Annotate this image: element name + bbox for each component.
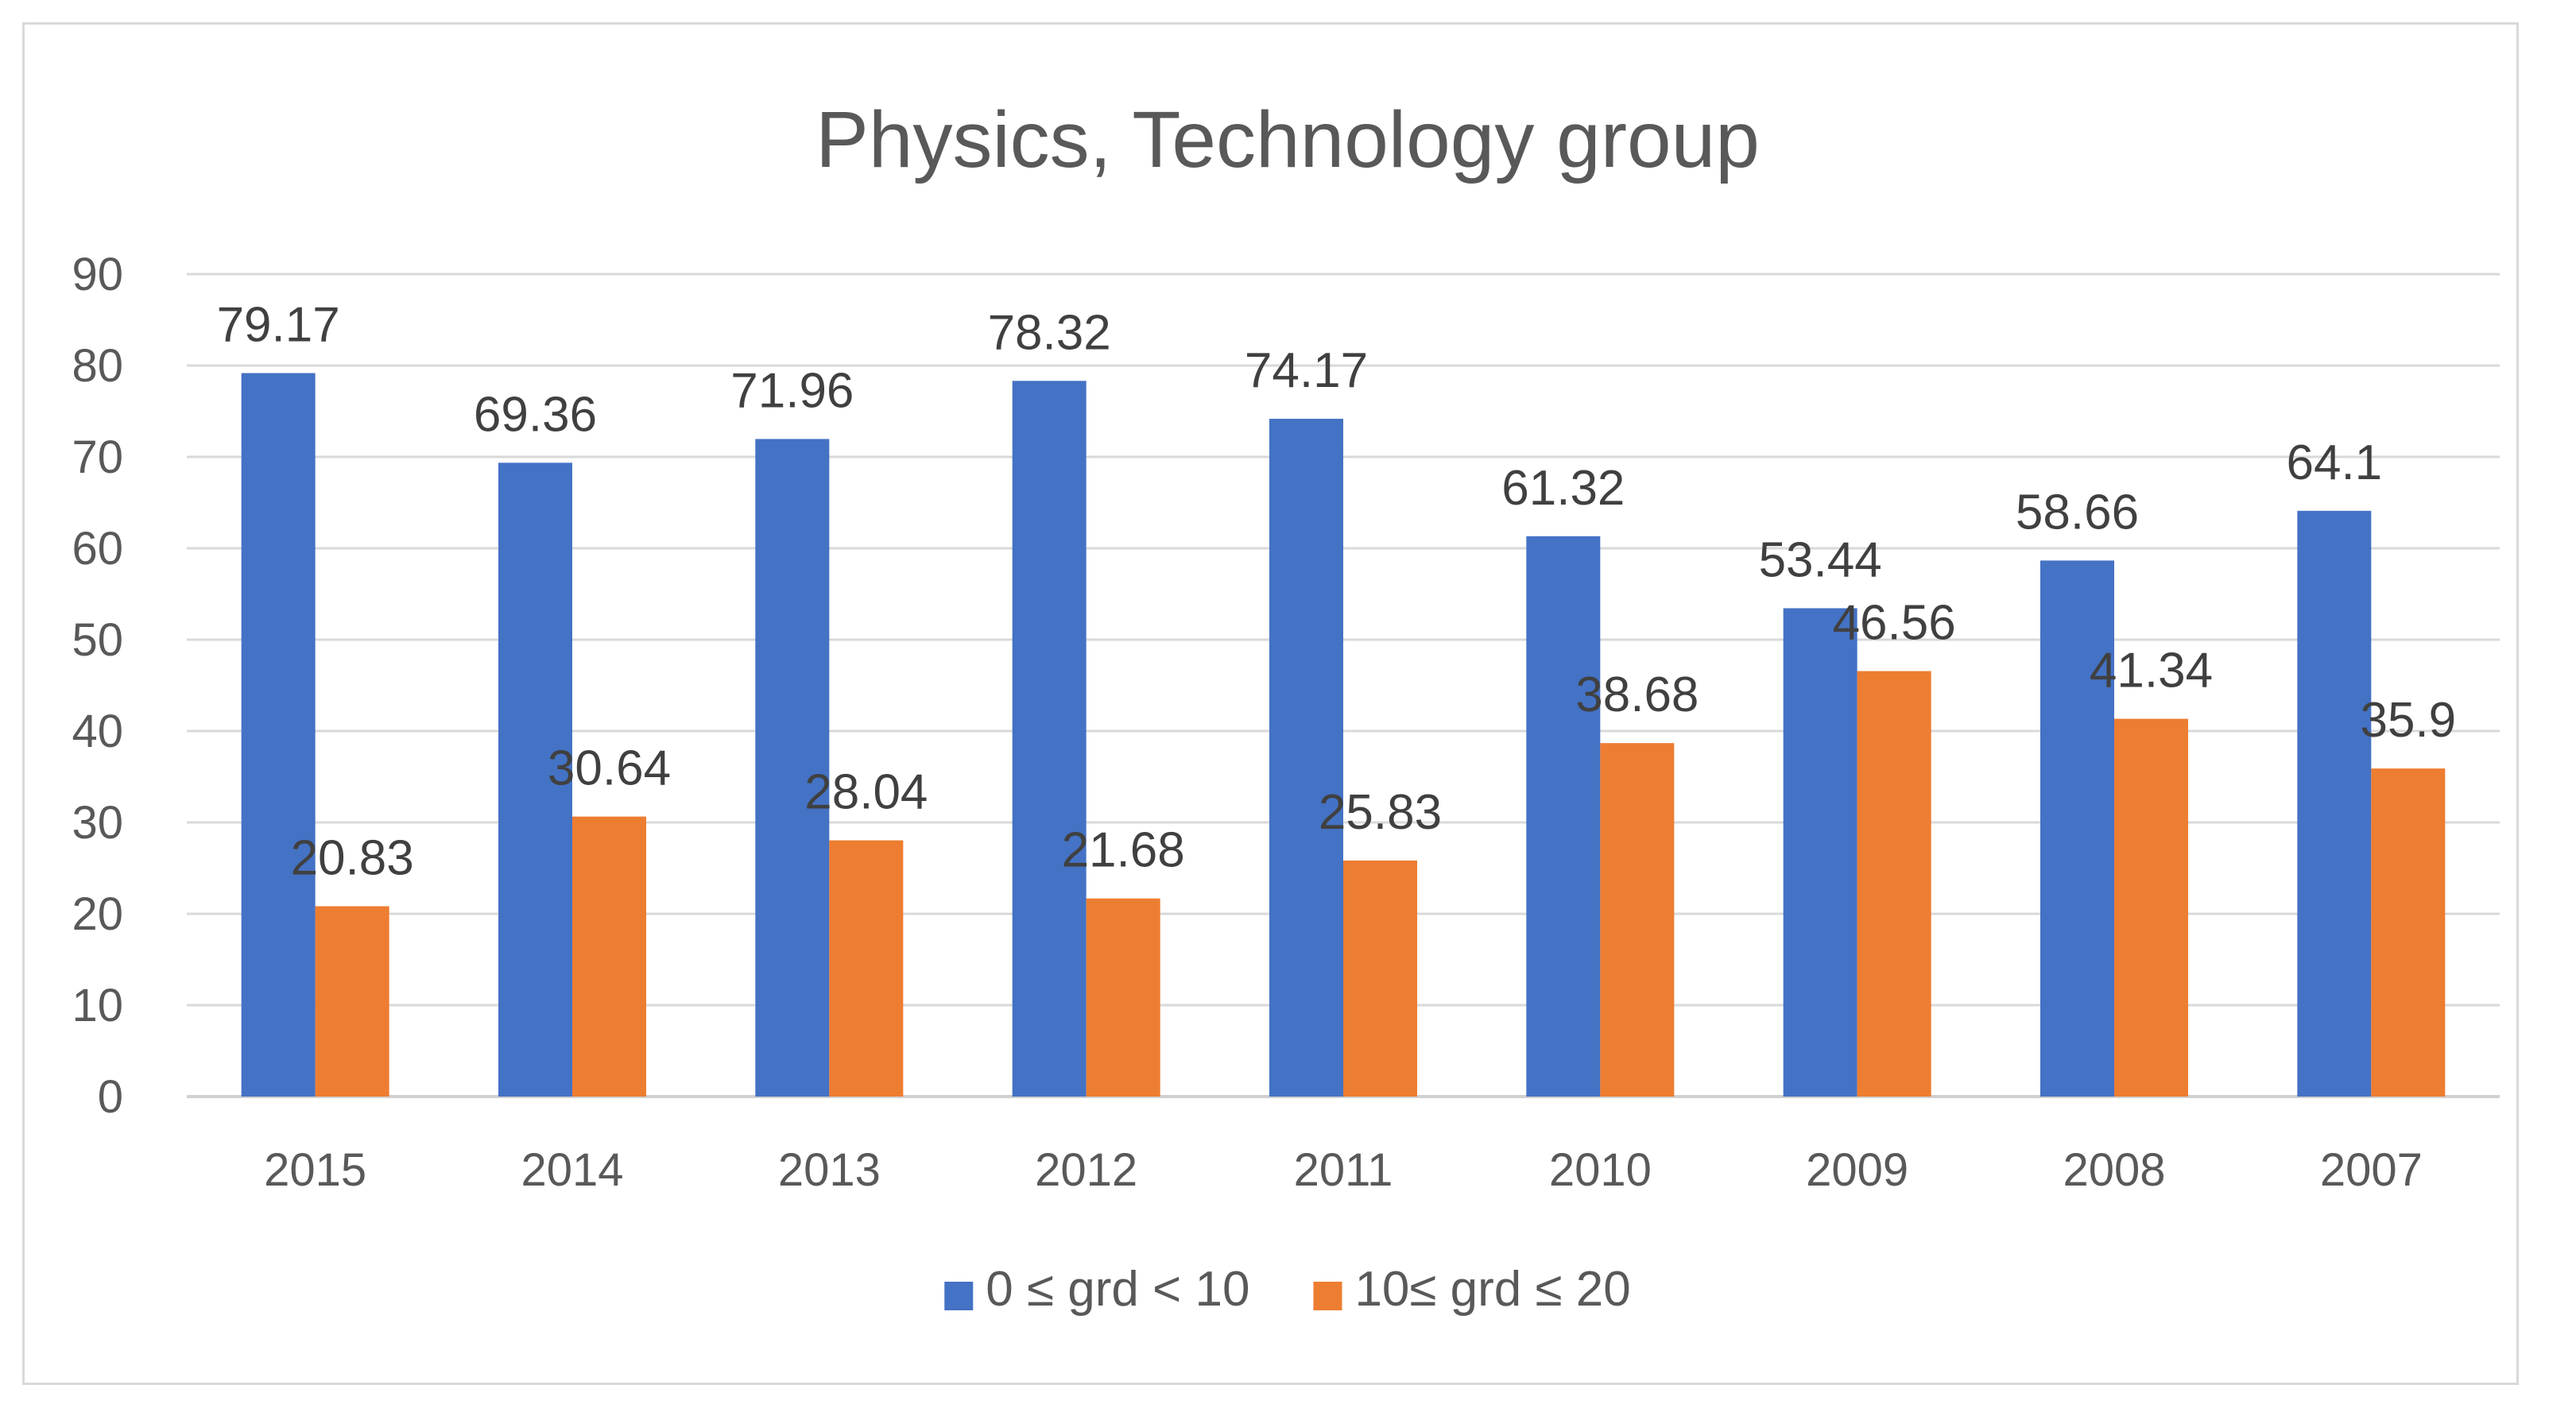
y-axis-ticks: 0 10 20 30 40 50 60 70 80 90 bbox=[72, 249, 123, 1123]
bar-series-1-2015 bbox=[241, 373, 316, 1097]
legend-item-2: 10≤ grd ≤ 20 bbox=[1313, 1262, 1631, 1317]
legend-label: 10≤ grd ≤ 20 bbox=[1354, 1262, 1630, 1317]
bar-series-2-2015 bbox=[315, 906, 389, 1097]
data-label: 46.56 bbox=[1833, 596, 1956, 651]
bar-series-2-2011 bbox=[1343, 860, 1417, 1097]
bar-series-1-2009 bbox=[1783, 608, 1857, 1097]
x-axis-ticks: 2015 2014 2013 2012 2011 2010 2009 2008 2007 bbox=[264, 1144, 2423, 1196]
data-label: 35.9 bbox=[2360, 693, 2456, 748]
data-label: 61.32 bbox=[1501, 461, 1625, 516]
legend-swatch bbox=[944, 1282, 974, 1310]
data-label: 74.17 bbox=[1245, 343, 1368, 398]
data-label: 25.83 bbox=[1319, 785, 1442, 840]
x-tick-label: 2008 bbox=[2063, 1144, 2165, 1196]
bar-series-1-2008 bbox=[2040, 560, 2114, 1097]
data-label: 21.68 bbox=[1062, 823, 1185, 878]
data-label: 79.17 bbox=[217, 298, 340, 353]
x-tick-label: 2014 bbox=[521, 1144, 623, 1196]
y-tick-label: 50 bbox=[72, 614, 123, 666]
bar-series-2-2010 bbox=[1600, 743, 1675, 1097]
y-tick-label: 80 bbox=[72, 340, 123, 392]
y-tick-label: 70 bbox=[72, 431, 123, 483]
y-tick-label: 30 bbox=[72, 797, 123, 849]
data-label: 64.1 bbox=[2286, 435, 2382, 490]
data-label: 20.83 bbox=[291, 830, 414, 885]
legend-swatch bbox=[1313, 1282, 1342, 1310]
x-tick-label: 2011 bbox=[1294, 1144, 1393, 1196]
y-tick-label: 20 bbox=[72, 888, 123, 940]
data-labels: 79.17 20.83 69.36 30.64 71.96 28.04 78.32 21.68… bbox=[217, 298, 2457, 886]
bar-series-2-2007 bbox=[2371, 768, 2446, 1097]
x-tick-label: 2007 bbox=[2320, 1144, 2423, 1196]
data-label: 78.32 bbox=[988, 305, 1111, 360]
bar-series-2-2012 bbox=[1086, 898, 1160, 1097]
legend-label: 0 ≤ grd < 10 bbox=[986, 1262, 1249, 1317]
legend-item-1: 0 ≤ grd < 10 bbox=[944, 1262, 1249, 1317]
data-label: 71.96 bbox=[730, 363, 854, 418]
x-tick-label: 2015 bbox=[264, 1144, 366, 1196]
y-tick-label: 40 bbox=[72, 706, 123, 757]
data-label: 38.68 bbox=[1575, 667, 1699, 722]
data-label: 30.64 bbox=[548, 741, 671, 796]
x-tick-label: 2009 bbox=[1806, 1144, 1908, 1196]
x-tick-label: 2013 bbox=[778, 1144, 881, 1196]
data-label: 53.44 bbox=[1759, 532, 1882, 587]
y-tick-label: 90 bbox=[72, 249, 123, 300]
data-label: 58.66 bbox=[2016, 485, 2139, 540]
x-tick-label: 2012 bbox=[1035, 1144, 1137, 1196]
bar-series-1-2010 bbox=[1526, 536, 1601, 1097]
bar-series-1-2012 bbox=[1012, 381, 1087, 1097]
bar-series-2-2008 bbox=[2114, 718, 2188, 1097]
bar-series-2-2013 bbox=[829, 840, 904, 1097]
bar-series-1-2013 bbox=[755, 439, 830, 1097]
bar-series-1-2011 bbox=[1269, 419, 1343, 1097]
data-label: 41.34 bbox=[2090, 644, 2213, 698]
y-tick-label: 60 bbox=[72, 523, 123, 575]
bars bbox=[241, 373, 2446, 1097]
data-label: 28.04 bbox=[804, 765, 928, 820]
data-label: 69.36 bbox=[474, 387, 597, 442]
y-tick-label: 0 bbox=[98, 1071, 123, 1123]
bar-series-2-2009 bbox=[1857, 671, 1931, 1097]
bar-series-1-2014 bbox=[498, 462, 572, 1097]
legend: 0 ≤ grd < 10 10≤ grd ≤ 20 bbox=[944, 1262, 1631, 1317]
bar-series-1-2007 bbox=[2297, 510, 2372, 1097]
bar-series-2-2014 bbox=[572, 816, 646, 1097]
y-tick-label: 10 bbox=[72, 980, 123, 1031]
x-tick-label: 2010 bbox=[1549, 1144, 1652, 1196]
chart-title: Physics, Technology group bbox=[815, 95, 1760, 184]
